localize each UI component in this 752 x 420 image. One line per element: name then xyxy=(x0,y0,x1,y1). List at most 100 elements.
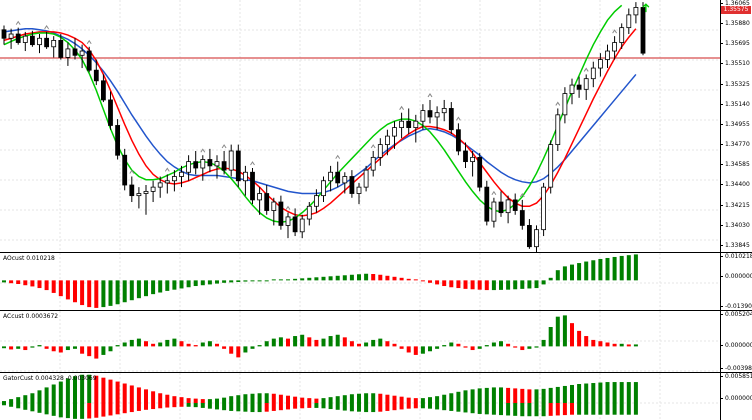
ao-bar xyxy=(165,280,170,291)
candle-body xyxy=(406,120,412,128)
gator-lower-bar xyxy=(477,403,482,414)
gator-axis[interactable]: 0.005851 0.000000 xyxy=(720,373,752,420)
gator-lower-bar xyxy=(264,403,269,412)
candle-body xyxy=(51,40,57,48)
gator-lower-bar xyxy=(385,403,390,411)
gator-upper-bar xyxy=(321,398,326,403)
gator-upper-bar xyxy=(548,387,553,403)
ac-pane[interactable]: ACcust 0.0003672 xyxy=(0,311,720,372)
candle-body xyxy=(598,59,603,69)
axis-tick-label: -0.0039888 xyxy=(720,365,752,372)
ac-bar xyxy=(555,316,560,347)
ac-bar xyxy=(349,341,354,347)
gator-upper-bar xyxy=(328,397,333,403)
candle-body xyxy=(484,186,490,222)
ao-bar xyxy=(179,280,184,289)
ao-bar xyxy=(51,280,56,293)
gator-lower-bar xyxy=(207,403,212,409)
candle-body xyxy=(235,150,241,182)
ao-bar xyxy=(513,280,518,290)
axis-tick-label: 1.34030 xyxy=(720,222,750,229)
gator-upper-bar xyxy=(399,396,404,403)
gator-upper-bar xyxy=(562,385,567,403)
gator-lower-bar xyxy=(73,403,77,419)
gator-upper-bar xyxy=(520,388,525,403)
gator-lower-bar xyxy=(222,403,227,411)
ao-bar xyxy=(598,258,603,281)
price-chart-svg[interactable] xyxy=(0,0,720,252)
candle-body xyxy=(470,156,476,163)
ac-bar xyxy=(30,346,35,348)
gator-lower-bar xyxy=(577,403,582,415)
ao-bar xyxy=(122,280,127,303)
candle-body xyxy=(214,161,220,167)
ao-bar xyxy=(477,280,482,290)
pane-separator[interactable] xyxy=(0,310,752,311)
candle-body xyxy=(15,33,21,43)
gator-lower-bar xyxy=(349,403,354,412)
gator-upper-bar xyxy=(193,398,198,403)
ac-bar xyxy=(335,334,340,347)
pane-separator[interactable] xyxy=(0,372,752,373)
ac-axis[interactable]: 0.0052047 0.000000 -0.0039888 xyxy=(720,311,752,372)
ac-bar xyxy=(243,346,248,353)
ao-bar xyxy=(413,279,418,281)
gator-upper-bar xyxy=(626,382,631,403)
candle-body xyxy=(633,7,639,16)
gator-upper-bar xyxy=(9,399,14,403)
candle-body xyxy=(512,199,518,211)
ac-bar xyxy=(499,341,503,347)
candle-body xyxy=(384,135,390,146)
gator-lower-bar xyxy=(236,403,241,412)
axis-tick-label: 1.34955 xyxy=(720,121,750,128)
gator-lower-bar xyxy=(257,403,262,413)
ac-bar xyxy=(513,346,518,348)
ac-bar xyxy=(165,339,170,347)
ao-axis[interactable]: 0.010218 0.000000 -0.013901 xyxy=(720,253,752,310)
ac-bar xyxy=(442,345,447,347)
candle-body xyxy=(342,176,348,184)
candle-body xyxy=(271,201,277,211)
candle-body xyxy=(612,42,617,52)
ac-bar xyxy=(378,338,383,347)
ao-bar xyxy=(236,280,241,282)
ao-bar xyxy=(442,280,447,287)
gator-upper-bar xyxy=(293,396,298,403)
fractal-arrow-icon xyxy=(335,154,341,159)
ao-bar xyxy=(257,280,262,282)
ao-bar xyxy=(286,279,290,281)
gator-upper-bar xyxy=(65,378,70,403)
gator-pane[interactable]: GatorCust 0.004328 -0.003069 xyxy=(0,373,720,420)
gator-upper-bar xyxy=(151,391,156,403)
ao-bar xyxy=(193,280,198,287)
gator-upper-bar xyxy=(619,382,624,403)
pane-separator[interactable] xyxy=(0,252,752,253)
gator-upper-bar xyxy=(172,396,177,403)
gator-upper-bar xyxy=(605,382,610,403)
candle-body xyxy=(257,193,263,201)
ac-bar xyxy=(293,336,298,347)
ac-bar xyxy=(229,346,234,354)
gator-lower-bar xyxy=(491,403,496,415)
gator-lower-bar xyxy=(357,403,361,412)
gator-upper-bar xyxy=(449,393,454,403)
price-chart-pane[interactable] xyxy=(0,0,720,252)
gator-lower-bar xyxy=(151,403,156,410)
ao-bar xyxy=(271,279,276,281)
ao-bar xyxy=(73,280,77,303)
gator-lower-bar xyxy=(144,403,148,410)
ao-pane[interactable]: AOcust 0.010218 xyxy=(0,253,720,310)
axis-tick-label: 0.000000 xyxy=(720,273,752,280)
gator-lower-bar xyxy=(420,403,425,409)
ac-bar xyxy=(2,346,6,349)
ac-bar xyxy=(605,342,610,347)
gator-upper-bar xyxy=(108,379,113,403)
ac-bar xyxy=(200,342,205,347)
gator-upper-bar xyxy=(144,389,148,403)
candle-body xyxy=(562,93,568,116)
ac-bar xyxy=(612,343,617,347)
candle-body xyxy=(157,182,163,188)
price-axis[interactable]: 1.36065 1.35880 1.35695 1.35510 1.35325 1.351… xyxy=(720,0,752,252)
ac-bar xyxy=(470,346,475,351)
ac-bar xyxy=(577,330,582,347)
